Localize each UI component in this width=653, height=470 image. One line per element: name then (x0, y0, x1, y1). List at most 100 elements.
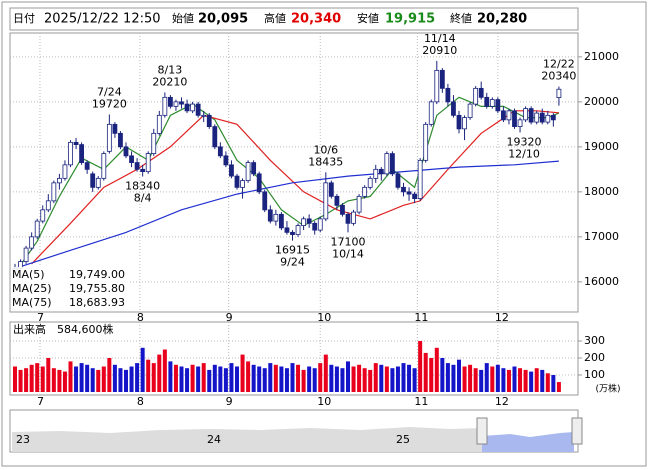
y-tick-label: 20000 (584, 95, 619, 108)
annotation-date: 8/4 (134, 192, 152, 205)
candle-body (29, 236, 35, 249)
volume-bar (556, 382, 561, 392)
candle-body (428, 101, 434, 125)
candle-body (79, 144, 84, 164)
volume-bar (390, 368, 395, 392)
candle-body (451, 101, 456, 116)
volume-bar (96, 369, 101, 392)
x-tick-label: 8 (137, 311, 144, 324)
candle-body (212, 126, 218, 148)
candle-body (23, 247, 29, 263)
header-value: 19,915 (385, 12, 435, 27)
candle-body (423, 123, 429, 161)
annotation-price: 16915 (275, 244, 310, 257)
candle-body (434, 69, 440, 103)
volume-bar (251, 364, 256, 392)
volume-unit: (万株) (595, 383, 620, 395)
candle-body (389, 153, 395, 175)
volume-bar (268, 363, 273, 392)
legend-name: MA(75) (12, 296, 52, 309)
candle-body (401, 186, 406, 193)
candle-body (489, 99, 495, 107)
annotation-date: 9/24 (280, 256, 305, 269)
navigator-label: 24 (207, 433, 221, 446)
header-value: 20,280 (477, 12, 527, 27)
volume-bar (307, 366, 312, 392)
candle-body (384, 153, 390, 175)
candle-body (395, 173, 401, 188)
navigator-label: 23 (16, 433, 30, 446)
volume-bar (440, 358, 445, 392)
volume-bar (518, 368, 523, 392)
candle-body (506, 110, 512, 121)
header-value: 20,340 (291, 12, 341, 27)
volume-bar (40, 366, 45, 392)
candle-body (57, 177, 62, 184)
candle-body (528, 108, 534, 123)
volume-bar (246, 361, 251, 392)
volume-bar (201, 363, 206, 392)
volume-bar (223, 368, 228, 392)
header-label: 高値 (264, 11, 286, 25)
volume-bar (51, 368, 56, 392)
header-label: 安値 (357, 11, 379, 25)
volume-bar (323, 354, 328, 392)
legend-value: 19,749.00 (69, 268, 125, 281)
volume-bar (418, 341, 423, 392)
volume-bar (312, 368, 317, 392)
candle-body (378, 168, 384, 175)
candle-body (179, 101, 184, 105)
candle-body (323, 182, 329, 220)
annotation-date: 10/6 (313, 143, 338, 156)
volume-bar (423, 352, 428, 392)
candle-body (167, 96, 173, 107)
volume-bar (229, 363, 234, 392)
candle-body (184, 103, 190, 112)
header-value: 2025/12/22 12:50 (44, 12, 161, 27)
volume-bar (434, 347, 439, 392)
header-label: 始値 (172, 11, 194, 25)
volume-bar (373, 363, 378, 392)
volume-bar (279, 366, 284, 392)
volume-bar (551, 375, 556, 392)
volume-bar (185, 368, 190, 392)
volume-title: 出来高 (13, 322, 46, 336)
candle-body (278, 213, 284, 229)
y-tick-label: 300 (584, 334, 605, 347)
candle-body (556, 88, 562, 98)
volume-bar (379, 364, 384, 392)
volume-bar (257, 366, 262, 392)
navigator-handle[interactable] (476, 417, 488, 445)
candle-body (190, 103, 196, 112)
volume-bar (173, 364, 178, 392)
y-tick-label: 17000 (584, 230, 619, 243)
volume-bar (24, 368, 29, 392)
candle-body (40, 209, 46, 222)
candle-body (145, 153, 151, 173)
volume-bar (107, 358, 112, 392)
y-tick-label: 200 (584, 351, 605, 364)
volume-bar (329, 364, 334, 392)
candle-body (301, 218, 307, 227)
volume-bar (468, 364, 473, 392)
volume-bar (118, 368, 123, 392)
navigator-selection (482, 432, 574, 452)
volume-bar (451, 364, 456, 392)
volume-bar (529, 371, 534, 392)
volume-bar (57, 369, 62, 392)
volume-bar (162, 349, 167, 392)
volume-bar (512, 366, 517, 392)
candle-body (273, 213, 279, 222)
volume-bar (262, 368, 267, 392)
x-tick-label: 7 (37, 395, 44, 408)
navigator-handle[interactable] (571, 417, 583, 445)
volume-bar (13, 366, 17, 392)
volume-bar (146, 359, 151, 392)
navigator-area (12, 427, 482, 452)
candle-body (362, 186, 368, 197)
legend-value: 18,683.93 (69, 296, 125, 309)
volume-bar (362, 368, 367, 392)
volume-bar (351, 366, 356, 392)
candle-body (534, 112, 540, 123)
annotation-date: 8/13 (157, 63, 182, 76)
